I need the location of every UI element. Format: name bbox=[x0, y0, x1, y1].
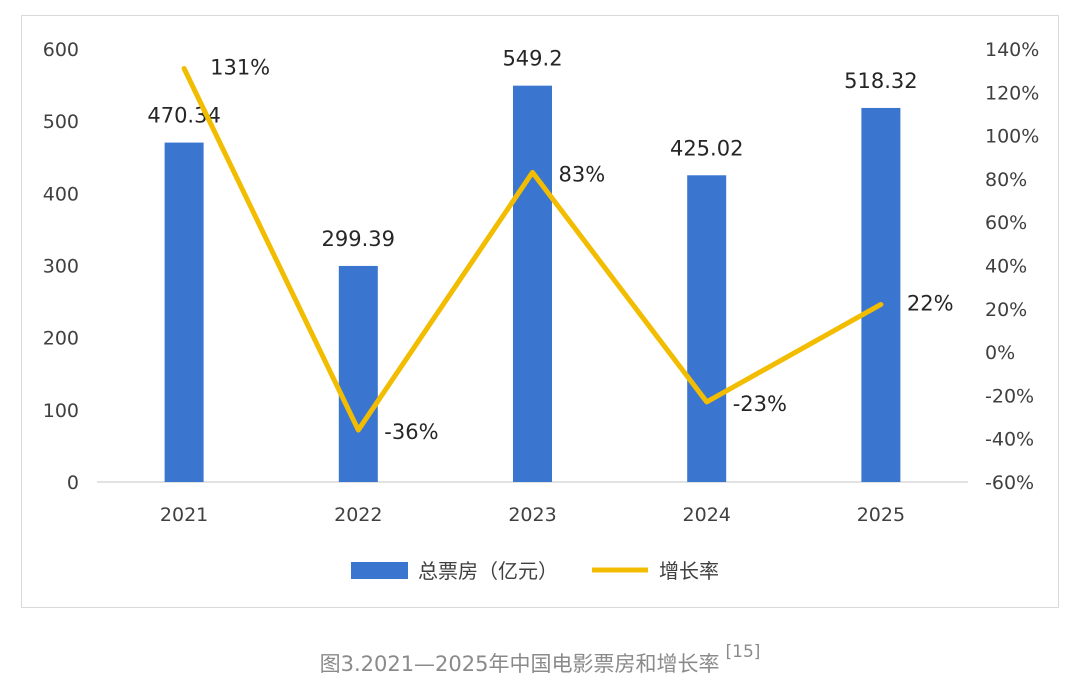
y-right-tick-label: 60% bbox=[985, 212, 1027, 234]
y-axis-right: -60% -40% -20% 0% 20% 40% 60% 80% 100% 120% 140% bbox=[985, 39, 1039, 494]
y-right-tick-label: -40% bbox=[985, 429, 1034, 451]
legend-swatch-bar bbox=[351, 562, 408, 579]
bar-data-label: 518.32 bbox=[844, 69, 917, 93]
x-tick-label: 2022 bbox=[334, 504, 382, 526]
bar bbox=[687, 175, 727, 483]
y-left-tick-label: 0 bbox=[67, 472, 79, 494]
y-axis-left: 0 100 200 300 400 500 600 bbox=[43, 39, 79, 494]
y-right-tick-label: 20% bbox=[985, 299, 1027, 321]
line-data-label: -23% bbox=[733, 392, 787, 416]
caption-reference: [15] bbox=[725, 642, 761, 662]
y-left-tick-label: 400 bbox=[43, 183, 79, 205]
bar-data-label: 299.39 bbox=[322, 227, 395, 251]
x-tick-label: 2024 bbox=[683, 504, 731, 526]
combo-chart: 0 100 200 300 400 500 600 -60% -40% -20% 0% 20% 40%… bbox=[43, 39, 1040, 583]
bar-series bbox=[164, 85, 901, 483]
bar-data-label: 425.02 bbox=[670, 136, 743, 160]
y-right-tick-label: 120% bbox=[985, 82, 1039, 104]
y-left-tick-label: 100 bbox=[43, 400, 79, 422]
legend-label-bar: 总票房（亿元） bbox=[418, 559, 558, 583]
bar bbox=[513, 85, 552, 482]
line-data-label: -36% bbox=[384, 420, 438, 444]
bar bbox=[338, 265, 378, 482]
y-right-tick-label: -20% bbox=[985, 385, 1034, 407]
y-left-tick-label: 600 bbox=[43, 39, 79, 61]
bar-data-label: 549.2 bbox=[502, 47, 562, 71]
y-right-tick-label: 140% bbox=[985, 39, 1039, 61]
y-left-tick-label: 200 bbox=[43, 328, 79, 350]
legend: 总票房（亿元） 增长率 bbox=[351, 559, 719, 583]
bar bbox=[861, 107, 901, 482]
x-tick-label: 2021 bbox=[160, 504, 208, 526]
line-data-label: 131% bbox=[210, 55, 270, 79]
line-data-label: 83% bbox=[559, 162, 606, 186]
y-right-tick-label: 80% bbox=[985, 169, 1027, 191]
legend-label-line: 增长率 bbox=[659, 559, 719, 583]
x-axis: 2021 2022 2023 2024 2025 bbox=[160, 504, 905, 526]
y-right-tick-label: 100% bbox=[985, 126, 1039, 148]
line-data-labels: 131% -36% 83% -23% 22% bbox=[210, 55, 953, 444]
y-right-tick-label: 0% bbox=[985, 342, 1015, 364]
y-left-tick-label: 300 bbox=[43, 256, 79, 278]
y-right-tick-label: 40% bbox=[985, 256, 1027, 278]
x-tick-label: 2025 bbox=[857, 504, 905, 526]
caption-text: 图3.2021—2025年中国电影票房和增长率 bbox=[319, 652, 720, 676]
bar bbox=[164, 142, 204, 483]
x-tick-label: 2023 bbox=[508, 504, 556, 526]
line-data-label: 22% bbox=[907, 291, 954, 315]
figure-caption: 图3.2021—2025年中国电影票房和增长率 [15] bbox=[0, 642, 1080, 678]
y-right-tick-label: -60% bbox=[985, 472, 1034, 494]
y-left-tick-label: 500 bbox=[43, 111, 79, 133]
growth-line bbox=[181, 65, 884, 433]
